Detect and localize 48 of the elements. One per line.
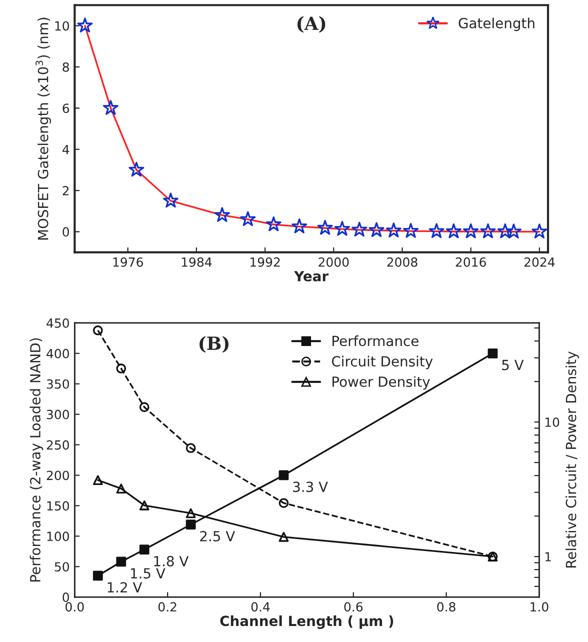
x-tick-label: 2000 bbox=[318, 257, 349, 267]
annotation: 5 V bbox=[502, 360, 524, 370]
annotation: 1.8 V bbox=[154, 556, 189, 566]
y2-axis-title: Relative Circuit / Power Density bbox=[566, 351, 579, 568]
x-tick-label: 1984 bbox=[182, 257, 212, 267]
y-tick-label: 450 bbox=[46, 318, 69, 328]
x-tick-label: 0.8 bbox=[437, 602, 456, 612]
x-axis-title: Channel Length ( µm ) bbox=[220, 615, 394, 629]
x-tick-label: 1.0 bbox=[530, 602, 548, 612]
x-tick-label: 1976 bbox=[113, 257, 143, 267]
x-tick-label: 0.0 bbox=[66, 602, 84, 612]
x-axis-title: Year bbox=[294, 271, 329, 282]
y-tick-label: 400 bbox=[46, 348, 69, 358]
y-tick-label: 200 bbox=[46, 470, 69, 480]
x-tick-label: 2024 bbox=[524, 257, 555, 267]
x-tick-label: 0.2 bbox=[158, 602, 176, 612]
x-tick-label: 2008 bbox=[387, 257, 418, 267]
annotation: 1.5 V bbox=[130, 568, 166, 579]
y-tick-label: 0 bbox=[62, 592, 69, 602]
y-tick-label: 8 bbox=[62, 62, 69, 72]
legend-label: Performance bbox=[332, 335, 418, 346]
x-tick-label: 1992 bbox=[250, 257, 280, 267]
y-tick-label: 50 bbox=[54, 562, 69, 572]
annotation: 1.2 V bbox=[108, 582, 142, 592]
legend-label: Circuit Density bbox=[332, 356, 433, 370]
y2-tick-label: 1 bbox=[545, 552, 551, 562]
y-tick-label: 150 bbox=[47, 501, 69, 511]
y-tick-label: 6 bbox=[62, 104, 70, 114]
y-tick-label: 350 bbox=[46, 379, 69, 389]
y-axis-title: Performance (2-way Loaded NAND) bbox=[30, 338, 44, 582]
text: (A) bbox=[298, 16, 326, 33]
y-axis-title: MOSFET Gatelength (x10$^{3}$) (nm) bbox=[36, 18, 51, 240]
y-tick-label: 250 bbox=[46, 440, 69, 450]
legend-label: Power Density bbox=[332, 376, 430, 390]
x-tick-label: 2016 bbox=[456, 257, 486, 267]
y-tick-label: 300 bbox=[46, 410, 69, 420]
annotation: 2.5 V bbox=[200, 530, 236, 542]
y-tick-label: 100 bbox=[47, 532, 69, 542]
x-tick-label: 0.6 bbox=[344, 602, 363, 612]
y-tick-label: 0 bbox=[62, 227, 69, 237]
y-tick-label: 4 bbox=[62, 144, 70, 154]
y-tick-label: 2 bbox=[62, 186, 69, 196]
text: (B) bbox=[200, 336, 228, 353]
annotation: 3.3 V bbox=[293, 482, 328, 492]
y-tick-label: 10 bbox=[55, 21, 69, 31]
y2-tick-label: 10 bbox=[545, 417, 560, 427]
x-tick-label: 0.4 bbox=[251, 602, 270, 612]
legend-label: Gatelength bbox=[458, 18, 534, 32]
